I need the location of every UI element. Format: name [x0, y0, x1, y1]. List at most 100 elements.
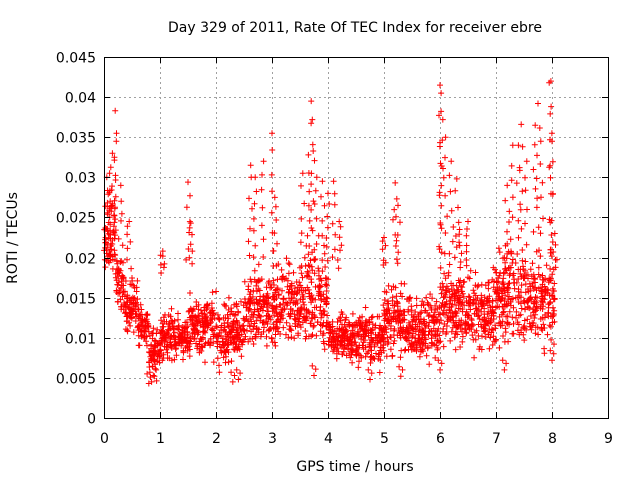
- data-point: [115, 279, 122, 286]
- data-point: [311, 304, 318, 311]
- data-point: [183, 319, 190, 326]
- data-point: [456, 239, 463, 246]
- data-point: [304, 268, 311, 275]
- data-point: [493, 269, 500, 276]
- data-point: [530, 228, 537, 235]
- data-point: [118, 198, 125, 205]
- plot-frame: [104, 57, 609, 419]
- data-point: [510, 272, 516, 279]
- data-point: [444, 314, 451, 321]
- data-point: [499, 288, 506, 295]
- data-point: [292, 285, 298, 292]
- data-point: [151, 351, 158, 358]
- data-point: [259, 171, 265, 178]
- data-point: [543, 262, 550, 269]
- data-point: [446, 294, 453, 301]
- data-point: [205, 322, 212, 329]
- x-tick-label: 5: [380, 431, 389, 447]
- data-point: [252, 335, 259, 341]
- data-point: [117, 182, 124, 189]
- data-point: [533, 299, 540, 306]
- data-point: [446, 288, 453, 295]
- data-point: [243, 316, 249, 322]
- data-point: [214, 355, 221, 362]
- data-point: [546, 300, 553, 307]
- data-point: [446, 306, 453, 313]
- data-point: [481, 294, 488, 301]
- data-point: [315, 288, 322, 295]
- data-point: [550, 296, 557, 303]
- data-point: [439, 137, 446, 144]
- data-point: [524, 299, 531, 305]
- data-point: [228, 369, 235, 376]
- data-point: [356, 358, 362, 365]
- data-point: [338, 334, 345, 341]
- data-point: [311, 270, 318, 277]
- data-point: [104, 228, 111, 235]
- data-point: [517, 300, 524, 307]
- data-point: [341, 344, 348, 351]
- data-point: [425, 331, 432, 338]
- data-point: [332, 231, 339, 238]
- data-point: [423, 294, 430, 301]
- data-point: [255, 261, 262, 268]
- data-point: [338, 242, 345, 249]
- data-point: [400, 308, 407, 315]
- data-point: [420, 328, 427, 335]
- data-point: [308, 292, 315, 299]
- data-point: [226, 323, 233, 330]
- data-point: [551, 230, 558, 237]
- data-point: [472, 282, 479, 289]
- data-point: [412, 309, 419, 315]
- data-point: [530, 286, 537, 292]
- data-point: [509, 256, 516, 263]
- data-point: [522, 174, 528, 181]
- data-point: [186, 340, 193, 347]
- data-point: [112, 216, 119, 223]
- data-point: [549, 138, 555, 145]
- data-point: [452, 346, 459, 353]
- data-point: [438, 317, 445, 324]
- data-point: [487, 334, 494, 341]
- data-point: [186, 224, 193, 231]
- data-point: [529, 260, 536, 267]
- data-point: [308, 263, 315, 270]
- data-point: [549, 293, 556, 300]
- data-point: [488, 326, 495, 333]
- data-point: [447, 188, 454, 195]
- data-point: [438, 225, 445, 232]
- data-point: [383, 353, 390, 360]
- data-point: [112, 193, 119, 200]
- data-point: [397, 325, 404, 332]
- data-point: [106, 170, 113, 177]
- data-point: [313, 241, 320, 247]
- data-point: [459, 338, 466, 345]
- data-point: [271, 230, 278, 237]
- data-point: [297, 310, 304, 317]
- data-point: [419, 346, 426, 353]
- data-point: [515, 234, 522, 241]
- data-point: [453, 323, 460, 329]
- data-point: [437, 366, 443, 373]
- data-point: [269, 130, 275, 137]
- x-tick-label: 9: [604, 431, 613, 447]
- data-point: [536, 247, 542, 254]
- data-points: [101, 78, 560, 387]
- data-point: [160, 264, 167, 271]
- data-point: [437, 338, 444, 345]
- data-point: [115, 281, 121, 288]
- data-point: [534, 294, 540, 301]
- data-point: [247, 162, 254, 169]
- data-point: [522, 220, 528, 227]
- data-point: [421, 320, 428, 327]
- data-point: [205, 339, 212, 346]
- data-point: [374, 313, 381, 320]
- data-point: [128, 310, 135, 317]
- data-point: [235, 343, 242, 350]
- y-tick-labels: 0 0.005 0.01 0.015 0.02 0.025 0.03 0.035 0.04 0.0…: [56, 51, 96, 428]
- data-point: [137, 325, 143, 332]
- data-point: [438, 249, 445, 256]
- data-point: [521, 317, 528, 324]
- data-point: [508, 162, 515, 169]
- data-point: [270, 296, 277, 303]
